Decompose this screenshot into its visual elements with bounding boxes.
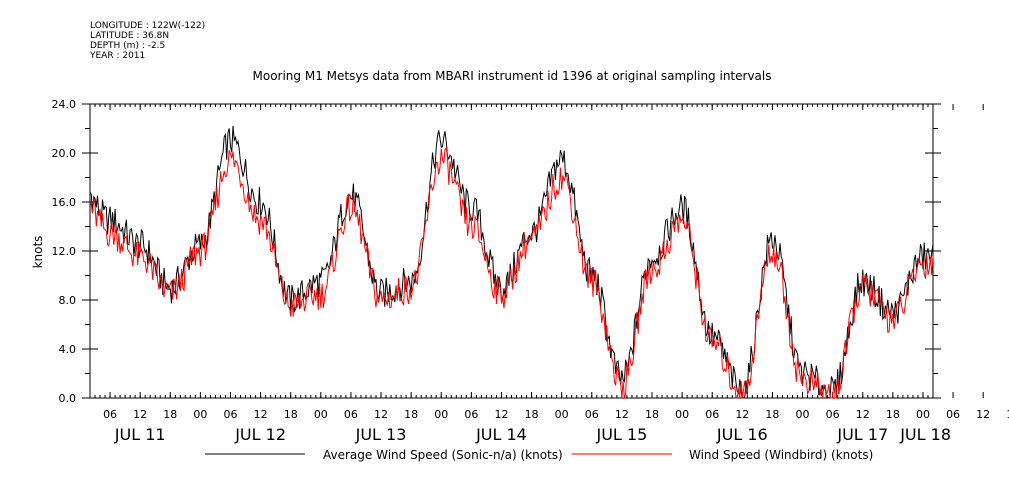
y-tick-label: 4.0	[59, 343, 77, 356]
y-tick-label: 20.0	[52, 147, 77, 160]
y-tick-label: 8.0	[59, 294, 77, 307]
x-tick-label: 00	[314, 408, 328, 421]
day-label: JUL 13	[355, 425, 407, 444]
x-tick-label: 18	[645, 408, 659, 421]
chart-title: Mooring M1 Metsys data from MBARI instru…	[253, 69, 772, 83]
x-tick-label: 06	[344, 408, 358, 421]
y-tick-label: 16.0	[52, 196, 77, 209]
day-label: JUL 18	[899, 425, 951, 444]
day-label: JUL 17	[836, 425, 888, 444]
y-tick-label: 0.0	[59, 392, 77, 405]
x-tick-label: 12	[735, 408, 749, 421]
legend: Average Wind Speed (Sonic-n/a) (knots) W…	[205, 448, 873, 462]
x-tick-label: 00	[675, 408, 689, 421]
x-tick-label: 18	[163, 408, 177, 421]
x-tick-label: 18	[886, 408, 900, 421]
latitude-label: LATITUDE : 36.8N	[90, 31, 170, 41]
legend-label-windbird: Wind Speed (Windbird) (knots)	[689, 448, 873, 462]
series-layer	[89, 125, 934, 399]
series-line-sonic	[89, 125, 934, 399]
x-tick-label: 12	[976, 408, 990, 421]
day-label: JUL 11	[114, 425, 166, 444]
day-label: JUL 16	[716, 425, 768, 444]
depth-label: DEPTH (m) : -2.5	[90, 41, 166, 51]
x-tick-label: 06	[826, 408, 840, 421]
x-tick-label: 12	[615, 408, 629, 421]
day-label: JUL 15	[595, 425, 647, 444]
x-tick-label: 12	[494, 408, 508, 421]
x-tick-label: 00	[434, 408, 448, 421]
x-tick-label: 18	[1006, 408, 1009, 421]
x-tick-label: 06	[705, 408, 719, 421]
longitude-label: LONGITUDE : 122W(-122)	[90, 21, 206, 31]
x-tick-label: 18	[765, 408, 779, 421]
x-tick-label: 00	[916, 408, 930, 421]
x-tick-label: 12	[254, 408, 268, 421]
series-line-windbird	[89, 146, 934, 399]
y-tick-label: 24.0	[52, 98, 77, 111]
x-tick-label: 00	[193, 408, 207, 421]
x-tick-label: 12	[133, 408, 147, 421]
day-label: JUL 12	[234, 425, 286, 444]
x-tick-label: 06	[464, 408, 478, 421]
x-tick-label: 06	[585, 408, 599, 421]
plot-frame	[89, 103, 934, 399]
x-tick-label: 12	[374, 408, 388, 421]
x-tick-label: 00	[555, 408, 569, 421]
x-tick-label: 18	[525, 408, 539, 421]
metadata-block: LONGITUDE : 122W(-122) LATITUDE : 36.8N …	[90, 21, 205, 61]
day-label: JUL 14	[475, 425, 527, 444]
year-label: YEAR : 2011	[90, 51, 146, 61]
x-tick-label: 18	[284, 408, 298, 421]
y-axis-label: knots	[31, 236, 45, 269]
x-tick-label: 06	[946, 408, 960, 421]
x-tick-label: 12	[856, 408, 870, 421]
x-tick-label: 00	[796, 408, 810, 421]
legend-label-sonic: Average Wind Speed (Sonic-n/a) (knots)	[323, 448, 563, 462]
x-tick-label: 18	[404, 408, 418, 421]
axis-ticks: 0.0 4.0 8.0 12.0 16.0 20.0 24.0 06 12 18 00 06 12 18 0…	[52, 98, 1009, 444]
y-tick-label: 12.0	[52, 245, 77, 258]
x-tick-label: 06	[103, 408, 117, 421]
x-tick-label: 06	[224, 408, 238, 421]
